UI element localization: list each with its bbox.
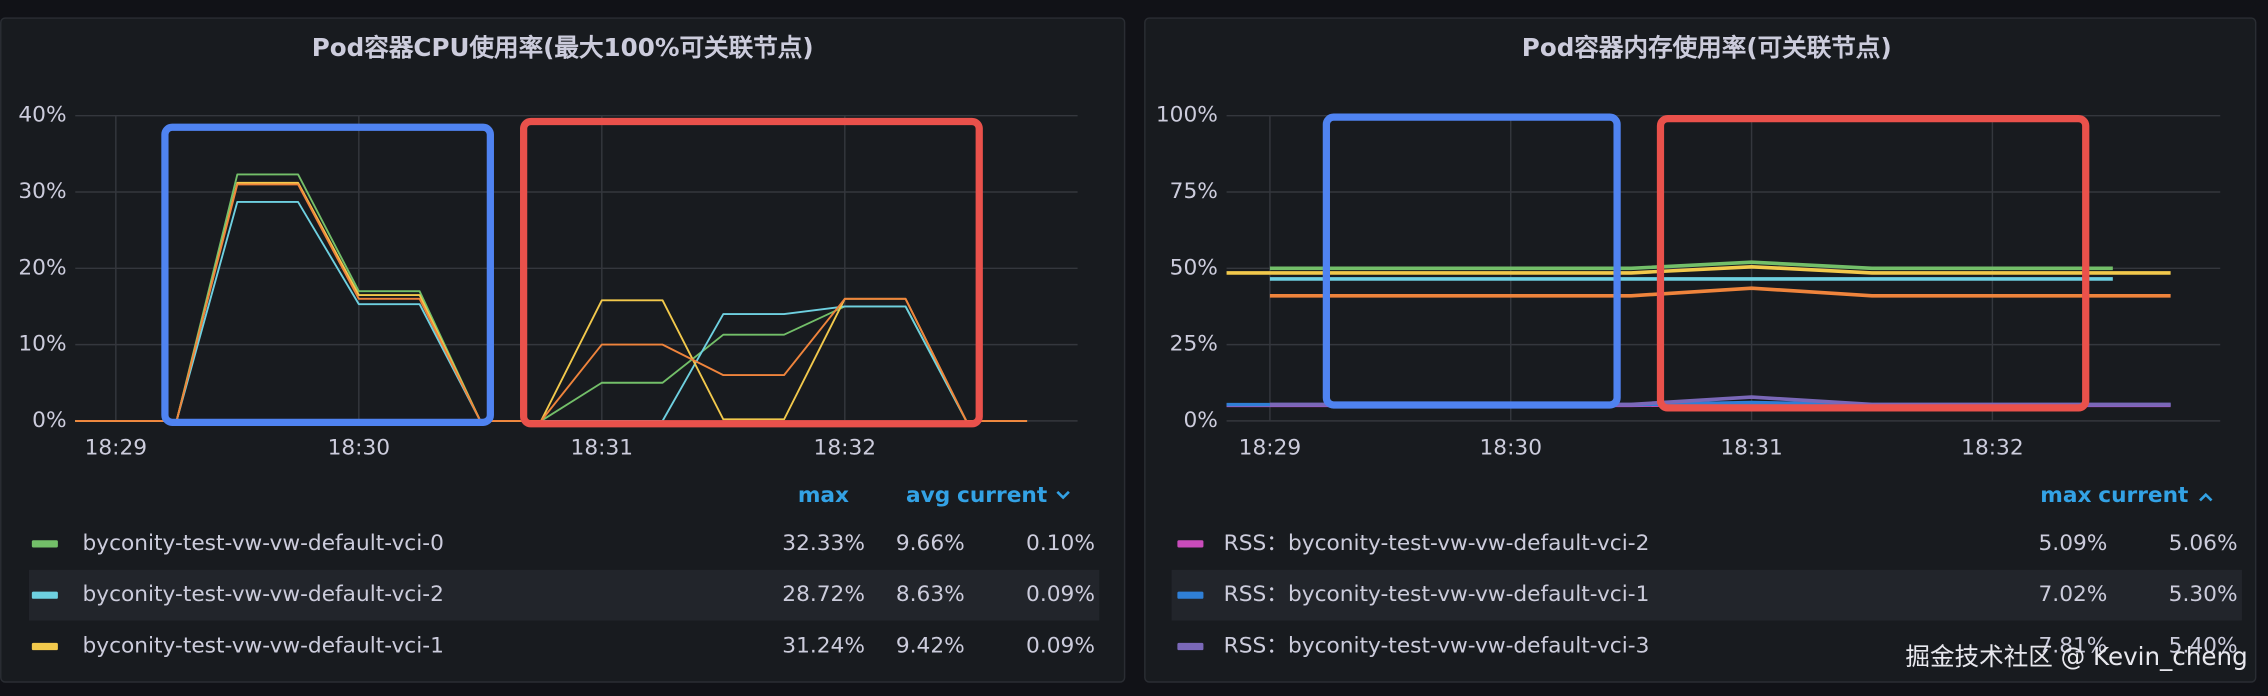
y-tick-label: 50% (1170, 255, 1218, 280)
legend-swatch (31, 591, 58, 599)
y-tick-label: 20% (18, 255, 66, 280)
legend-label[interactable]: RSS：byconity-test-vw-vw-default-vci-2 (1224, 531, 1650, 556)
y-tick-label: 0% (1183, 408, 1217, 433)
annotation-box (520, 117, 983, 428)
legend-row-highlight (1171, 569, 2242, 621)
legend-column-header[interactable]: max (798, 483, 849, 508)
y-tick-label: 25% (1170, 332, 1218, 357)
legend-stat: 0.09% (1026, 634, 1095, 659)
legend-stat: 7.81% (2039, 634, 2108, 659)
legend-stat: 5.40% (2169, 634, 2238, 659)
x-tick-label: 18:29 (1239, 435, 1302, 460)
x-tick-label: 18:32 (814, 435, 876, 460)
legend-column-header[interactable]: max (2040, 483, 2091, 508)
legend-stat: 0.09% (1026, 582, 1095, 607)
y-tick-label: 30% (18, 179, 66, 204)
y-tick-label: 0% (32, 408, 66, 433)
legend-stat: 28.72% (782, 582, 865, 607)
legend-stat: 9.66% (896, 531, 965, 556)
legend-stat: 8.63% (896, 582, 965, 607)
legend-stat: 0.10% (1026, 531, 1095, 556)
y-tick-label: 10% (18, 332, 66, 357)
series-line (1269, 286, 2171, 298)
legend-label[interactable]: byconity-test-vw-vw-default-vci-0 (82, 531, 443, 556)
panel-title: Pod容器CPU使用率(最大100%可关联节点) (312, 33, 814, 62)
legend-stat: 32.33% (782, 531, 865, 556)
watermark: 掘金技术社区 @ Kevin_cheng (1905, 642, 2247, 671)
legend-column-header[interactable]: avg (906, 483, 950, 508)
y-tick-label: 40% (18, 103, 66, 128)
legend-stat: 9.42% (896, 634, 965, 659)
legend-stat: 5.30% (2169, 582, 2238, 607)
legend-row-highlight (28, 569, 1100, 621)
series-line (1226, 264, 2171, 275)
legend-stat: 5.06% (2169, 531, 2238, 556)
x-tick-label: 18:30 (1479, 435, 1542, 460)
panel (1144, 17, 2257, 683)
y-tick-label: 100% (1156, 103, 1218, 128)
legend-label[interactable]: RSS：byconity-test-vw-vw-default-vci-1 (1224, 582, 1650, 607)
chart-layer: Pod容器CPU使用率(最大100%可关联节点) 0% 10% 20% 30% 40% 18… (18, 33, 2237, 658)
legend-swatch (1177, 642, 1204, 651)
annotation-box (1656, 114, 2090, 412)
y-tick-label: 75% (1170, 179, 1218, 204)
legend-stat: 5.09% (2039, 531, 2108, 556)
legend-stat: 31.24% (782, 634, 865, 659)
panel-title: Pod容器内存使用率(可关联节点) (1522, 33, 1892, 62)
legend-label[interactable]: byconity-test-vw-vw-default-vci-1 (82, 634, 443, 659)
series-line (1269, 260, 2113, 271)
legend-swatch (1177, 591, 1204, 599)
legend-swatch (1177, 540, 1204, 548)
x-tick-label: 18:32 (1961, 435, 2024, 460)
legend-swatch (31, 540, 58, 548)
x-tick-label: 18:31 (1720, 435, 1783, 460)
x-tick-label: 18:31 (571, 435, 634, 460)
x-tick-label: 18:30 (328, 435, 391, 460)
x-tick-label: 18:29 (85, 435, 148, 460)
sort-chevron[interactable] (2199, 492, 2213, 502)
legend-label[interactable]: RSS：byconity-test-vw-vw-default-vci-3 (1224, 634, 1650, 659)
legend-stat: 7.02% (2039, 582, 2108, 607)
sort-chevron[interactable] (1056, 490, 1070, 500)
annotation-box (161, 123, 494, 426)
legend-label[interactable]: byconity-test-vw-vw-default-vci-2 (82, 582, 443, 607)
annotation-boxes (161, 113, 2090, 428)
legend-column-header[interactable]: current (957, 483, 1047, 508)
legend-swatch (31, 642, 58, 651)
annotation-box (1322, 113, 1621, 409)
legend-column-header[interactable]: current (2098, 483, 2188, 508)
